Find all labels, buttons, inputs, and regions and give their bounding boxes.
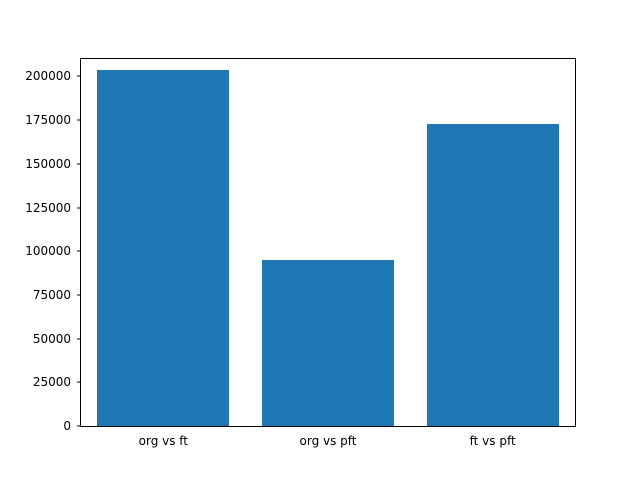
x-tick-label: org vs pft — [299, 434, 357, 448]
y-tick-label: 175000 — [25, 113, 71, 128]
x-tick-label: org vs ft — [138, 434, 189, 448]
y-tick-label: 125000 — [25, 200, 71, 215]
y-tick-label: 0 — [63, 419, 71, 433]
plot-area: 0 25000 50000 75000 100000 125000 150000 175000… — [25, 58, 576, 448]
y-tick-label: 150000 — [25, 156, 71, 171]
y-tick-mark — [77, 163, 81, 165]
bar-ft-vs-pft — [426, 123, 559, 426]
y-tick-mark — [77, 294, 81, 296]
y-tick-label: 75000 — [32, 287, 71, 302]
y-tick-mark — [77, 207, 81, 209]
y-tick-mark — [77, 119, 81, 121]
x-tick-label: ft vs pft — [469, 434, 516, 448]
y-tick-mark — [77, 75, 81, 77]
y-tick-mark — [77, 381, 81, 383]
y-tick-mark — [77, 338, 81, 340]
y-tick-label: 200000 — [25, 69, 71, 84]
y-tick-mark — [77, 425, 81, 427]
y-tick-mark — [77, 250, 81, 252]
y-tick-label: 50000 — [32, 331, 71, 346]
bar-org-vs-ft — [97, 69, 230, 426]
y-tick-label: 100000 — [25, 244, 71, 259]
y-tick-label: 25000 — [32, 375, 71, 390]
bar-org-vs-pft — [262, 259, 394, 426]
